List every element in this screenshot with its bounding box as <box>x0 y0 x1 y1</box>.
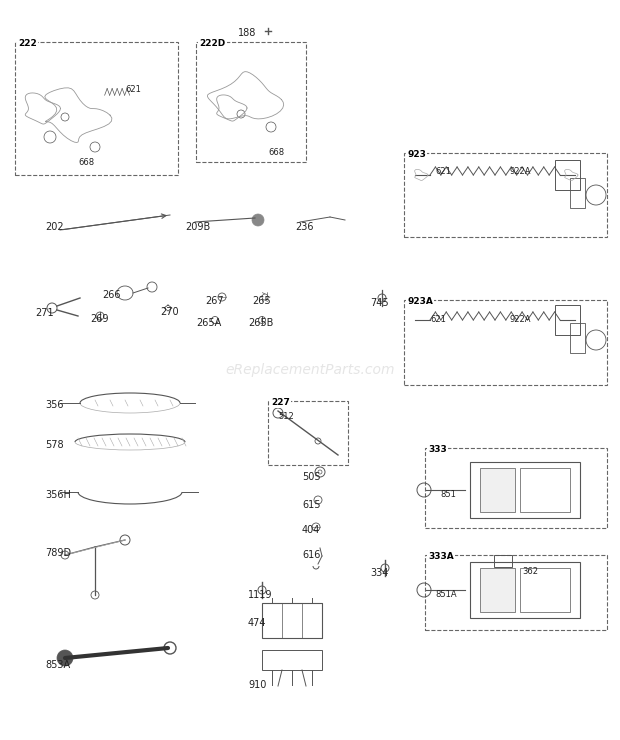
Circle shape <box>57 650 73 666</box>
Bar <box>520 568 570 612</box>
Bar <box>196 42 306 162</box>
Text: 851: 851 <box>440 490 456 499</box>
Text: 578: 578 <box>45 440 64 450</box>
Text: 851A: 851A <box>435 590 456 599</box>
Bar <box>555 160 580 190</box>
Bar <box>262 603 322 638</box>
Bar <box>470 562 580 618</box>
Text: 236: 236 <box>295 222 314 232</box>
Bar <box>570 323 585 353</box>
Text: 356H: 356H <box>45 490 71 500</box>
Text: 668: 668 <box>78 158 94 167</box>
Text: 621: 621 <box>125 85 141 94</box>
Text: 269: 269 <box>90 314 108 324</box>
Bar <box>480 568 515 612</box>
Text: 621: 621 <box>430 315 446 324</box>
Text: 922A: 922A <box>510 167 531 176</box>
Text: 505: 505 <box>302 472 321 482</box>
Text: 923A: 923A <box>407 297 433 306</box>
Text: 266: 266 <box>102 290 120 300</box>
Text: 668: 668 <box>268 148 284 157</box>
Bar <box>262 650 322 670</box>
Text: 404: 404 <box>302 525 321 535</box>
Text: 923: 923 <box>407 150 426 159</box>
Bar <box>425 448 607 528</box>
Text: 334: 334 <box>370 568 388 578</box>
Bar <box>555 305 580 335</box>
Text: 333A: 333A <box>428 552 454 561</box>
Text: 227: 227 <box>271 398 290 407</box>
Bar <box>520 468 570 512</box>
Bar <box>480 468 515 512</box>
Circle shape <box>252 214 264 226</box>
Bar <box>570 178 585 208</box>
Text: 265A: 265A <box>196 318 221 328</box>
Text: 333: 333 <box>428 445 447 454</box>
Text: 910: 910 <box>248 680 267 690</box>
Text: 745: 745 <box>370 298 389 308</box>
Text: 270: 270 <box>160 307 179 317</box>
Text: 615: 615 <box>302 500 321 510</box>
Text: 271: 271 <box>35 308 53 318</box>
Text: 222D: 222D <box>199 39 225 48</box>
Text: 202: 202 <box>45 222 64 232</box>
Text: 616: 616 <box>302 550 321 560</box>
Text: 922A: 922A <box>510 315 531 324</box>
Text: 356: 356 <box>45 400 63 410</box>
Text: 222: 222 <box>18 39 37 48</box>
Bar <box>470 462 580 518</box>
Text: 267: 267 <box>205 296 224 306</box>
Text: 188: 188 <box>238 28 257 38</box>
Text: 853A: 853A <box>45 660 70 670</box>
Bar <box>15 42 178 175</box>
Text: 474: 474 <box>248 618 267 628</box>
Text: 1119: 1119 <box>248 590 273 600</box>
Text: 789D: 789D <box>45 548 71 558</box>
Text: 265B: 265B <box>248 318 273 328</box>
Text: 512: 512 <box>278 412 294 421</box>
Bar <box>404 300 607 385</box>
Text: 265: 265 <box>252 296 270 306</box>
Bar <box>494 555 512 567</box>
Bar <box>268 401 348 465</box>
Text: 362: 362 <box>522 567 538 576</box>
Bar <box>425 555 607 630</box>
Text: 621: 621 <box>435 167 451 176</box>
Text: 209B: 209B <box>185 222 210 232</box>
Text: eReplacementParts.com: eReplacementParts.com <box>225 363 395 377</box>
Bar <box>404 153 607 237</box>
